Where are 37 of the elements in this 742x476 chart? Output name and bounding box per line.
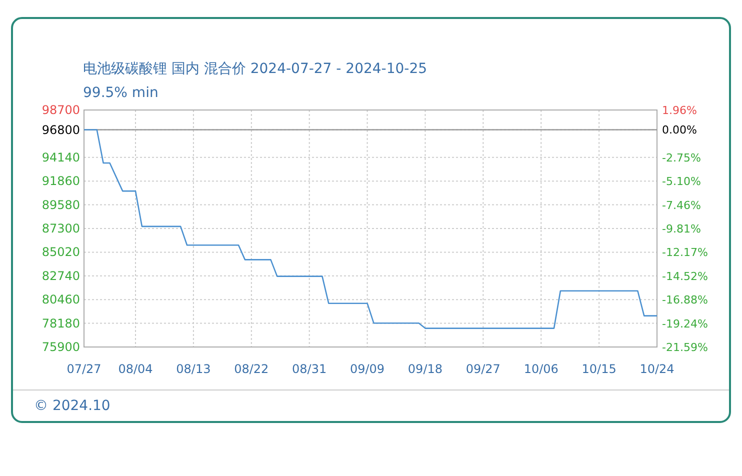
x-tick-label: 07/27	[66, 362, 102, 376]
x-tick-label: 09/09	[350, 362, 385, 376]
y2-tick-label: 0.00%	[662, 124, 697, 137]
y2-tick-label: -19.24%	[662, 317, 708, 330]
x-tick-label: 08/22	[234, 362, 269, 376]
y2-tick-label: 1.96%	[662, 104, 697, 117]
y2-tick-label: -14.52%	[662, 270, 708, 283]
y-tick-label: 89580	[42, 198, 80, 212]
y-tick-label: 78180	[42, 316, 80, 330]
y-tick-label: 87300	[42, 222, 80, 236]
x-tick-label: 09/27	[466, 362, 500, 376]
y-tick-label: 82740	[42, 268, 80, 283]
y-tick-label: 91860	[42, 174, 80, 188]
y-tick-label: 96800	[42, 122, 80, 137]
y2-tick-label: -7.46%	[662, 198, 701, 212]
chart-title: 电池级碳酸锂 国内 混合价 2024-07-27 - 2024-10-25	[83, 61, 428, 77]
y-tick-label: 98700	[42, 103, 80, 117]
text: © 2024.10	[34, 398, 110, 414]
line-series	[83, 129, 658, 329]
y-tick-label: 94140	[42, 150, 80, 164]
x-tick-label: 10/15	[582, 362, 616, 376]
y2-tick-label: -21.59%	[662, 341, 708, 354]
x-tick-label: 10/06	[524, 362, 558, 376]
chart-subtitle: 99.5% min	[83, 85, 158, 101]
y-tick-label: 80460	[42, 292, 80, 307]
x-tick-label: 08/31	[292, 362, 327, 376]
y-tick-label: 75900	[42, 340, 80, 354]
x-tick-label: 08/04	[118, 362, 153, 376]
y2-tick-label: -12.17%	[662, 246, 708, 260]
y2-tick-label: -9.81%	[662, 222, 701, 236]
y2-tick-label: -5.10%	[662, 175, 701, 188]
x-tick-label: 09/18	[408, 362, 443, 376]
y2-tick-label: -16.88%	[662, 294, 708, 307]
x-tick-label: 08/13	[176, 362, 211, 376]
y2-tick-label: -2.75%	[662, 151, 701, 164]
y-tick-label: 85020	[42, 245, 80, 260]
x-tick-label: 10/24	[640, 362, 674, 376]
